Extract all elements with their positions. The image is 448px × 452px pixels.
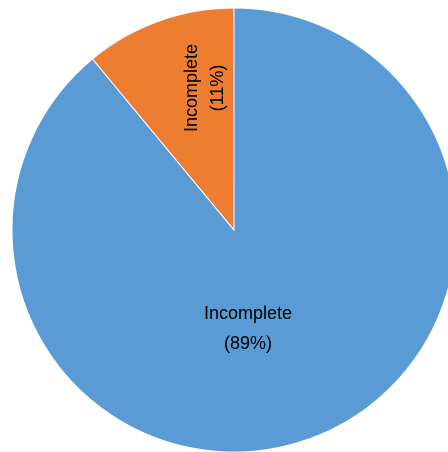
slice-label-large-pct: (89%) [224,333,272,353]
slice-label-large-name: Incomplete [204,303,292,323]
pie-slice-1 [91,7,235,232]
slice-label-small-name: Incomplete [181,44,201,132]
pie-slice-0 [11,7,448,452]
slice-label-small: Incomplete (11%) [181,44,227,132]
slice-label-large: Incomplete (89%) [204,303,292,353]
pie-slices [11,7,448,452]
slice-label-small-pct: (11%) [207,65,227,112]
